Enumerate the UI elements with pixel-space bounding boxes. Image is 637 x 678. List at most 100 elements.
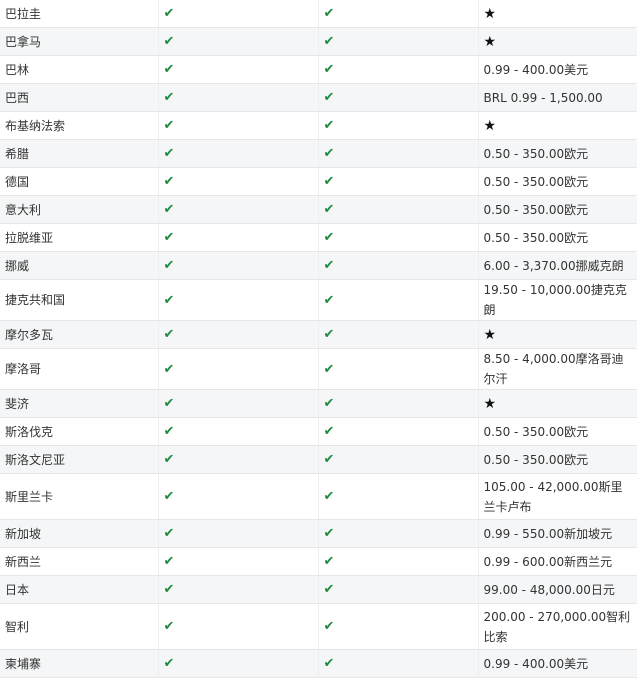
check-cell: ✔ — [158, 445, 319, 474]
star-icon: ★ — [483, 33, 497, 50]
check-icon: ✔ — [163, 489, 175, 504]
check-icon: ✔ — [323, 327, 335, 342]
amount-range-cell: 19.50 - 10,000.00捷克克朗 — [478, 279, 637, 321]
table-row: 斯里兰卡 ✔ ✔ 105.00 - 42,000.00斯里兰卡卢布 — [0, 473, 637, 520]
amount-range-cell: 99.00 - 48,000.00日元 — [478, 575, 637, 604]
check-icon: ✔ — [323, 292, 335, 308]
table-row: 斯洛文尼亚 ✔ ✔ 0.50 - 350.00欧元 — [0, 445, 637, 474]
check-cell: ✔ — [158, 55, 319, 84]
star-icon: ★ — [483, 5, 497, 22]
amount-range-cell: 0.50 - 350.00欧元 — [478, 223, 637, 252]
amount-range-cell: BRL 0.99 - 1,500.00 — [478, 83, 637, 112]
check-icon: ✔ — [323, 146, 335, 161]
table-row: 希腊 ✔ ✔ 0.50 - 350.00欧元 — [0, 139, 637, 168]
check-cell: ✔ — [158, 167, 319, 196]
check-icon: ✔ — [323, 361, 335, 377]
table-row: 巴林 ✔ ✔ 0.99 - 400.00美元 — [0, 55, 637, 84]
star-cell: ★ — [478, 320, 637, 349]
check-cell: ✔ — [158, 320, 319, 349]
table-row: 巴西 ✔ ✔ BRL 0.99 - 1,500.00 — [0, 83, 637, 112]
country-cell: 日本 — [0, 575, 159, 604]
check-cell: ✔ — [318, 195, 479, 224]
check-icon: ✔ — [163, 582, 175, 597]
table-row: 德国 ✔ ✔ 0.50 - 350.00欧元 — [0, 167, 637, 196]
check-cell: ✔ — [158, 575, 319, 604]
table-row: 意大利 ✔ ✔ 0.50 - 350.00欧元 — [0, 195, 637, 224]
check-cell: ✔ — [318, 519, 479, 548]
star-cell: ★ — [478, 0, 637, 28]
check-icon: ✔ — [163, 619, 175, 634]
check-icon: ✔ — [163, 230, 175, 245]
check-icon: ✔ — [163, 452, 175, 467]
check-cell: ✔ — [318, 27, 479, 56]
amount-range-cell: 200.00 - 270,000.00智利比索 — [478, 603, 637, 650]
check-cell: ✔ — [318, 320, 479, 349]
country-cell: 德国 — [0, 167, 159, 196]
country-cell: 拉脱维亚 — [0, 223, 159, 252]
check-icon: ✔ — [163, 361, 175, 377]
table-row: 斐济 ✔ ✔ ★ — [0, 389, 637, 418]
check-icon: ✔ — [163, 62, 175, 77]
table-row: 智利 ✔ ✔ 200.00 - 270,000.00智利比索 — [0, 603, 637, 650]
table-row: 柬埔寨 ✔ ✔ 0.99 - 400.00美元 — [0, 649, 637, 678]
check-icon: ✔ — [323, 6, 335, 21]
check-icon: ✔ — [163, 424, 175, 439]
table-row: 挪威 ✔ ✔ 6.00 - 3,370.00挪威克朗 — [0, 251, 637, 280]
check-icon: ✔ — [323, 90, 335, 105]
amount-range-cell: 8.50 - 4,000.00摩洛哥迪尔汗 — [478, 348, 637, 390]
table-row: 摩尔多瓦 ✔ ✔ ★ — [0, 320, 637, 349]
check-icon: ✔ — [163, 327, 175, 342]
country-cell: 智利 — [0, 603, 159, 650]
check-cell: ✔ — [318, 417, 479, 446]
check-cell: ✔ — [158, 389, 319, 418]
amount-range-cell: 0.50 - 350.00欧元 — [478, 195, 637, 224]
check-icon: ✔ — [163, 90, 175, 105]
check-cell: ✔ — [318, 111, 479, 140]
check-cell: ✔ — [318, 251, 479, 280]
check-cell: ✔ — [158, 417, 319, 446]
check-cell: ✔ — [158, 83, 319, 112]
check-icon: ✔ — [163, 258, 175, 273]
check-icon: ✔ — [163, 202, 175, 217]
country-cell: 摩洛哥 — [0, 348, 159, 390]
check-icon: ✔ — [163, 526, 175, 541]
check-cell: ✔ — [318, 473, 479, 520]
check-icon: ✔ — [163, 554, 175, 569]
table-row: 摩洛哥 ✔ ✔ 8.50 - 4,000.00摩洛哥迪尔汗 — [0, 348, 637, 390]
check-cell: ✔ — [318, 445, 479, 474]
check-icon: ✔ — [323, 582, 335, 597]
check-icon: ✔ — [323, 34, 335, 49]
check-icon: ✔ — [323, 230, 335, 245]
check-icon: ✔ — [323, 258, 335, 273]
country-cell: 巴拉圭 — [0, 0, 159, 28]
amount-range-cell: 0.99 - 400.00美元 — [478, 649, 637, 678]
check-icon: ✔ — [323, 554, 335, 569]
star-icon: ★ — [483, 326, 497, 343]
check-icon: ✔ — [323, 424, 335, 439]
check-cell: ✔ — [318, 389, 479, 418]
check-icon: ✔ — [163, 146, 175, 161]
amount-range-cell: 6.00 - 3,370.00挪威克朗 — [478, 251, 637, 280]
country-cell: 摩尔多瓦 — [0, 320, 159, 349]
check-cell: ✔ — [318, 55, 479, 84]
amount-range-cell: 0.99 - 600.00新西兰元 — [478, 547, 637, 576]
star-cell: ★ — [478, 27, 637, 56]
check-cell: ✔ — [158, 279, 319, 321]
country-cell: 斐济 — [0, 389, 159, 418]
check-cell: ✔ — [318, 83, 479, 112]
check-cell: ✔ — [318, 649, 479, 678]
country-cell: 斯洛伐克 — [0, 417, 159, 446]
country-cell: 斯里兰卡 — [0, 473, 159, 520]
star-icon: ★ — [483, 395, 497, 412]
check-cell: ✔ — [318, 167, 479, 196]
star-cell: ★ — [478, 111, 637, 140]
country-cell: 新西兰 — [0, 547, 159, 576]
country-cell: 巴林 — [0, 55, 159, 84]
country-cell: 布基纳法索 — [0, 111, 159, 140]
check-cell: ✔ — [158, 473, 319, 520]
country-cell: 斯洛文尼亚 — [0, 445, 159, 474]
amount-range-cell: 0.99 - 550.00新加坡元 — [478, 519, 637, 548]
check-icon: ✔ — [323, 619, 335, 634]
check-cell: ✔ — [158, 603, 319, 650]
check-icon: ✔ — [323, 202, 335, 217]
